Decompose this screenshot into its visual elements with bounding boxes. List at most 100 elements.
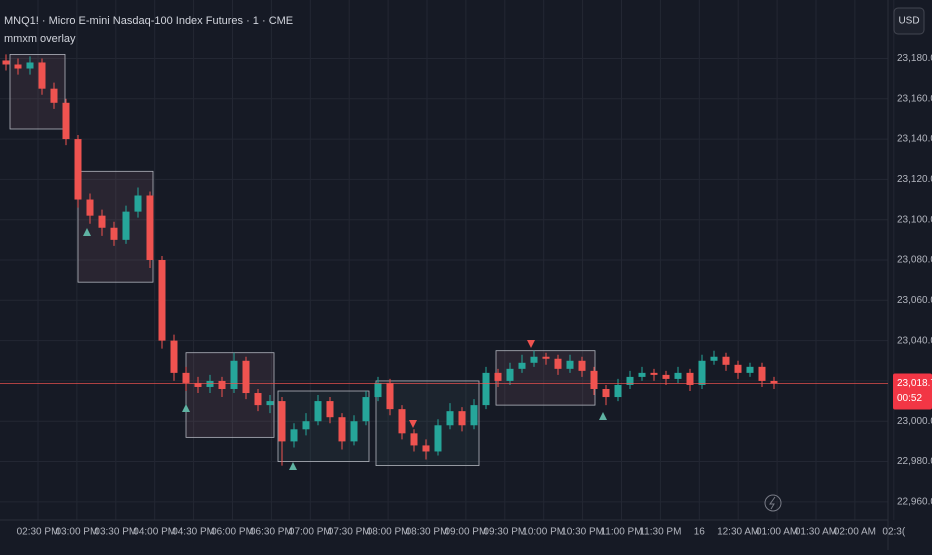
candle-body [674,372,682,379]
candle-body [134,195,142,212]
candle-body [458,411,466,426]
signal-marker [289,462,297,470]
candle-body [50,88,58,103]
y-tick-label: 23,160.00 [897,93,932,104]
mmxm-box [77,170,154,283]
candle-body [398,409,406,434]
x-tick-label: 10:30 PM [561,527,604,538]
x-tick-label: 02:30 PM [17,527,60,538]
x-tick-label: 08:30 PM [406,527,449,538]
lightning-icon[interactable] [764,494,782,512]
candle-body [590,370,598,389]
candle-body [2,60,10,65]
x-tick-label: 03:30 PM [94,527,137,538]
candle-body [338,417,346,442]
candle-body [290,429,298,442]
candle-body [194,382,202,387]
x-tick-label: 07:30 PM [328,527,371,538]
x-tick-label: 06:00 PM [211,527,254,538]
candle-body [74,139,82,200]
x-tick-label: 06:30 PM [250,527,293,538]
currency-button[interactable] [893,7,925,35]
candle-body [770,380,778,384]
x-tick-label: 02:3( [882,527,905,538]
last-price-tag [893,373,932,410]
indicator-name: mmxm overlay [4,33,76,45]
y-tick-label: 22,980.00 [897,456,932,467]
candle-body [638,372,646,377]
y-tick-label: 23,180.00 [897,53,932,64]
candle-body [122,211,130,240]
candle-body [470,405,478,426]
candle-body [710,356,718,361]
candle-body [350,421,358,442]
x-tick-label: 08:00 PM [367,527,410,538]
candle-body [494,372,502,381]
x-tick-label: 12:30 AM [717,527,759,538]
candle-body [446,411,454,426]
x-tick-label: 10:00 PM [522,527,565,538]
candle-body [302,421,310,430]
x-tick-label: 11:30 PM [639,527,681,538]
candle-body [14,64,22,69]
candle-body [110,227,118,240]
x-tick-label: 01:00 AM [756,527,798,538]
candle-body [314,401,322,422]
candle-body [734,364,742,373]
candle-body [182,372,190,383]
signal-marker [527,340,535,348]
candle-body [158,260,166,341]
candle-body [662,374,670,379]
candle-body [626,376,634,385]
candle-body [650,372,658,375]
candle-body [614,384,622,398]
candle-body [566,360,574,369]
x-tick-label: 07:00 PM [289,527,332,538]
candle-body [242,360,250,394]
x-tick-label: 03:00 PM [55,527,98,538]
candle-body [170,340,178,373]
y-tick-label: 22,960.00 [897,497,932,508]
candle-body [698,360,706,385]
x-tick-label: 02:00 AM [834,527,876,538]
last-price-label: 23,018.75 [897,378,932,389]
candle-body [518,362,526,369]
candle-body [578,360,586,371]
x-tick-label: 09:00 PM [444,527,487,538]
signal-marker [599,412,607,420]
candle-body [554,358,562,369]
candle-body [86,199,94,216]
signal-marker [83,228,91,236]
candle-body [146,195,154,260]
y-tick-label: 23,060.00 [897,295,932,306]
y-tick-label: 23,080.00 [897,255,932,266]
candle-body [230,360,238,389]
candle-body [542,356,550,359]
signal-marker [182,404,190,412]
candle-body [206,380,214,387]
candle-body [326,401,334,418]
candle-body [278,401,286,442]
candle-body [26,62,34,69]
candle-body [218,380,226,389]
currency-label[interactable]: USD [898,16,919,27]
x-tick-label: 09:30 PM [483,527,526,538]
candle-body [374,382,382,398]
candle-body [746,366,754,373]
candle-body [62,102,70,140]
candle-body [434,425,442,452]
x-tick-label: 01:30 AM [795,527,837,538]
y-tick-label: 23,040.00 [897,335,932,346]
candle-body [266,401,274,406]
candle-body [506,368,514,381]
candle-body [362,397,370,422]
signal-marker [409,420,417,428]
candle-body [410,433,418,446]
y-tick-label: 23,140.00 [897,134,932,145]
chart-title: MNQ1! · Micro E-mini Nasdaq-100 Index Fu… [4,15,293,27]
candle-body [758,366,766,381]
x-tick-label: 11:00 PM [600,527,642,538]
candle-body [254,393,262,406]
candle-body [422,445,430,452]
